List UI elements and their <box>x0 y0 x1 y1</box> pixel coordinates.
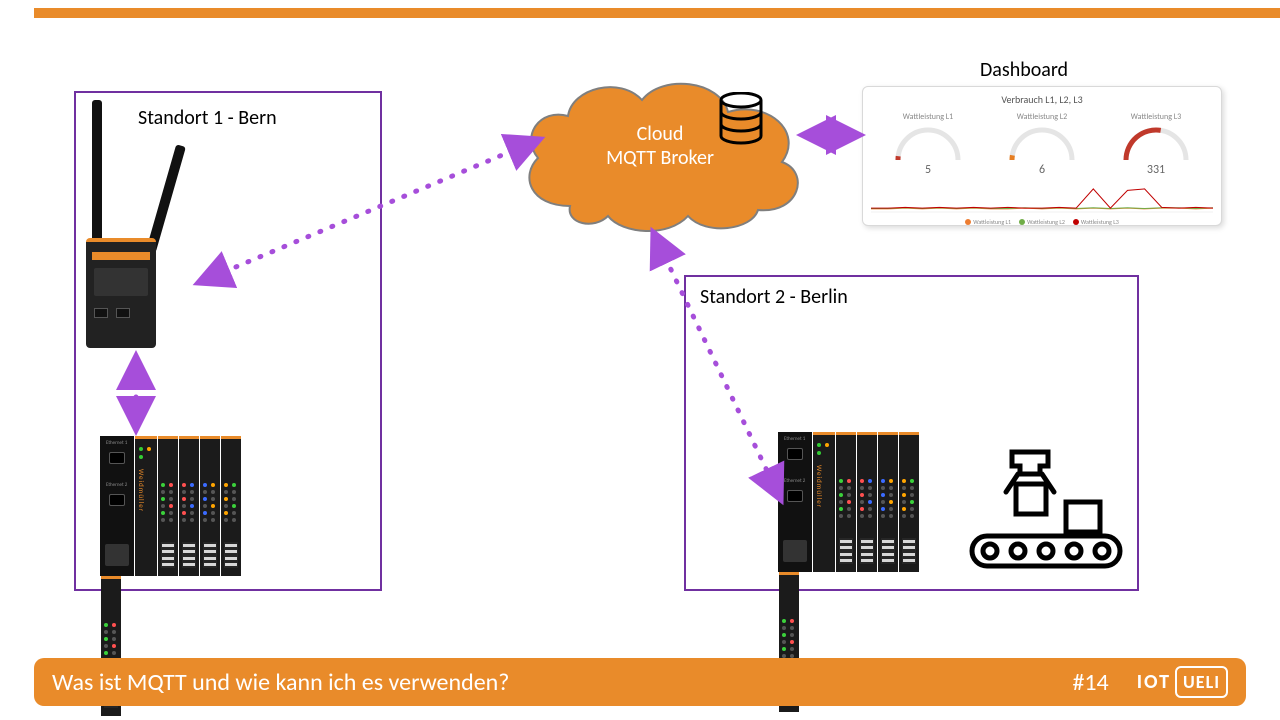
location-1-label: Standort 1 - Bern <box>138 106 277 130</box>
logo-text-box: UELI <box>1175 666 1228 698</box>
slide-title: Was ist MQTT und wie kann ich es verwend… <box>52 668 1072 697</box>
cloud-line1: Cloud <box>510 122 810 146</box>
gauge-1: Wattleistung L26 <box>992 112 1092 177</box>
gauge-0: Wattleistung L15 <box>878 112 978 177</box>
location-2-label: Standort 2 - Berlin <box>700 285 848 309</box>
logo-text-prefix: IOT <box>1137 670 1171 694</box>
dashboard-sparkline <box>871 183 1213 218</box>
cellular-router <box>86 150 196 350</box>
plc-rack-2: Ethernet 1Ethernet 2Weidmüller <box>778 432 938 572</box>
dashboard-title: Dashboard <box>980 58 1068 82</box>
dashboard-panel: Verbrauch L1, L2, L3 Wattleistung L15Wat… <box>862 86 1222 226</box>
slide-number: #14 <box>1072 668 1108 697</box>
database-icon <box>718 92 764 146</box>
plc-rack-1: Ethernet 1Ethernet 2Weidmüller <box>100 436 260 576</box>
dashboard-legend: Wattleistung L1Wattleistung L2Wattleistu… <box>871 218 1213 226</box>
gauge-2: Wattleistung L3331 <box>1106 112 1206 177</box>
logo: IOT UELI <box>1137 666 1228 698</box>
top-accent-bar <box>34 8 1280 18</box>
cloud-shape: Cloud MQTT Broker <box>510 66 810 236</box>
dashboard-chart-title: Verbrauch L1, L2, L3 <box>871 93 1213 106</box>
factory-conveyor-icon <box>966 444 1126 574</box>
bottom-bar: Was ist MQTT und wie kann ich es verwend… <box>34 658 1246 706</box>
cloud-line2: MQTT Broker <box>510 146 810 170</box>
